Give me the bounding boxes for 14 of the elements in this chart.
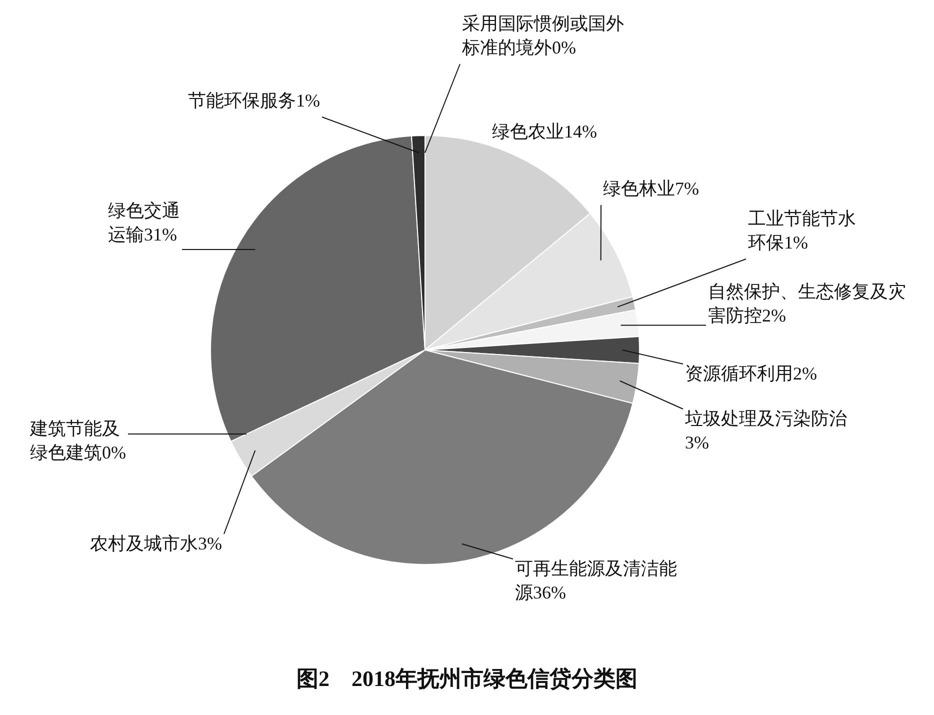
slice-label: 垃圾处理及污染防治 xyxy=(684,408,847,429)
slice-label: 农村及城市水3% xyxy=(90,534,222,554)
slice-label: 绿色农业14% xyxy=(492,122,597,142)
slice-label: 资源循环利用2% xyxy=(685,364,817,384)
data-label: 3% xyxy=(685,432,709,453)
slice-label: 绿色林业7% xyxy=(603,178,699,199)
text: 图2 2018年抚州市绿色信贷分类图 xyxy=(296,665,638,693)
category-label: 采用国际惯例或国外标准的境外0% xyxy=(462,14,624,58)
slice-label: 自然保护、生态修复及灾害防控2% xyxy=(708,282,906,326)
slice-label: 工业节能节水环保1% xyxy=(748,208,856,253)
slice-label: 绿色交通运输31% xyxy=(108,200,180,245)
slice-label: 节能环保服务1% xyxy=(188,90,320,111)
slice-label: 可再生能源及清洁能源36% xyxy=(515,558,677,603)
category-label: 建筑节能及绿色建筑0% xyxy=(30,418,126,463)
